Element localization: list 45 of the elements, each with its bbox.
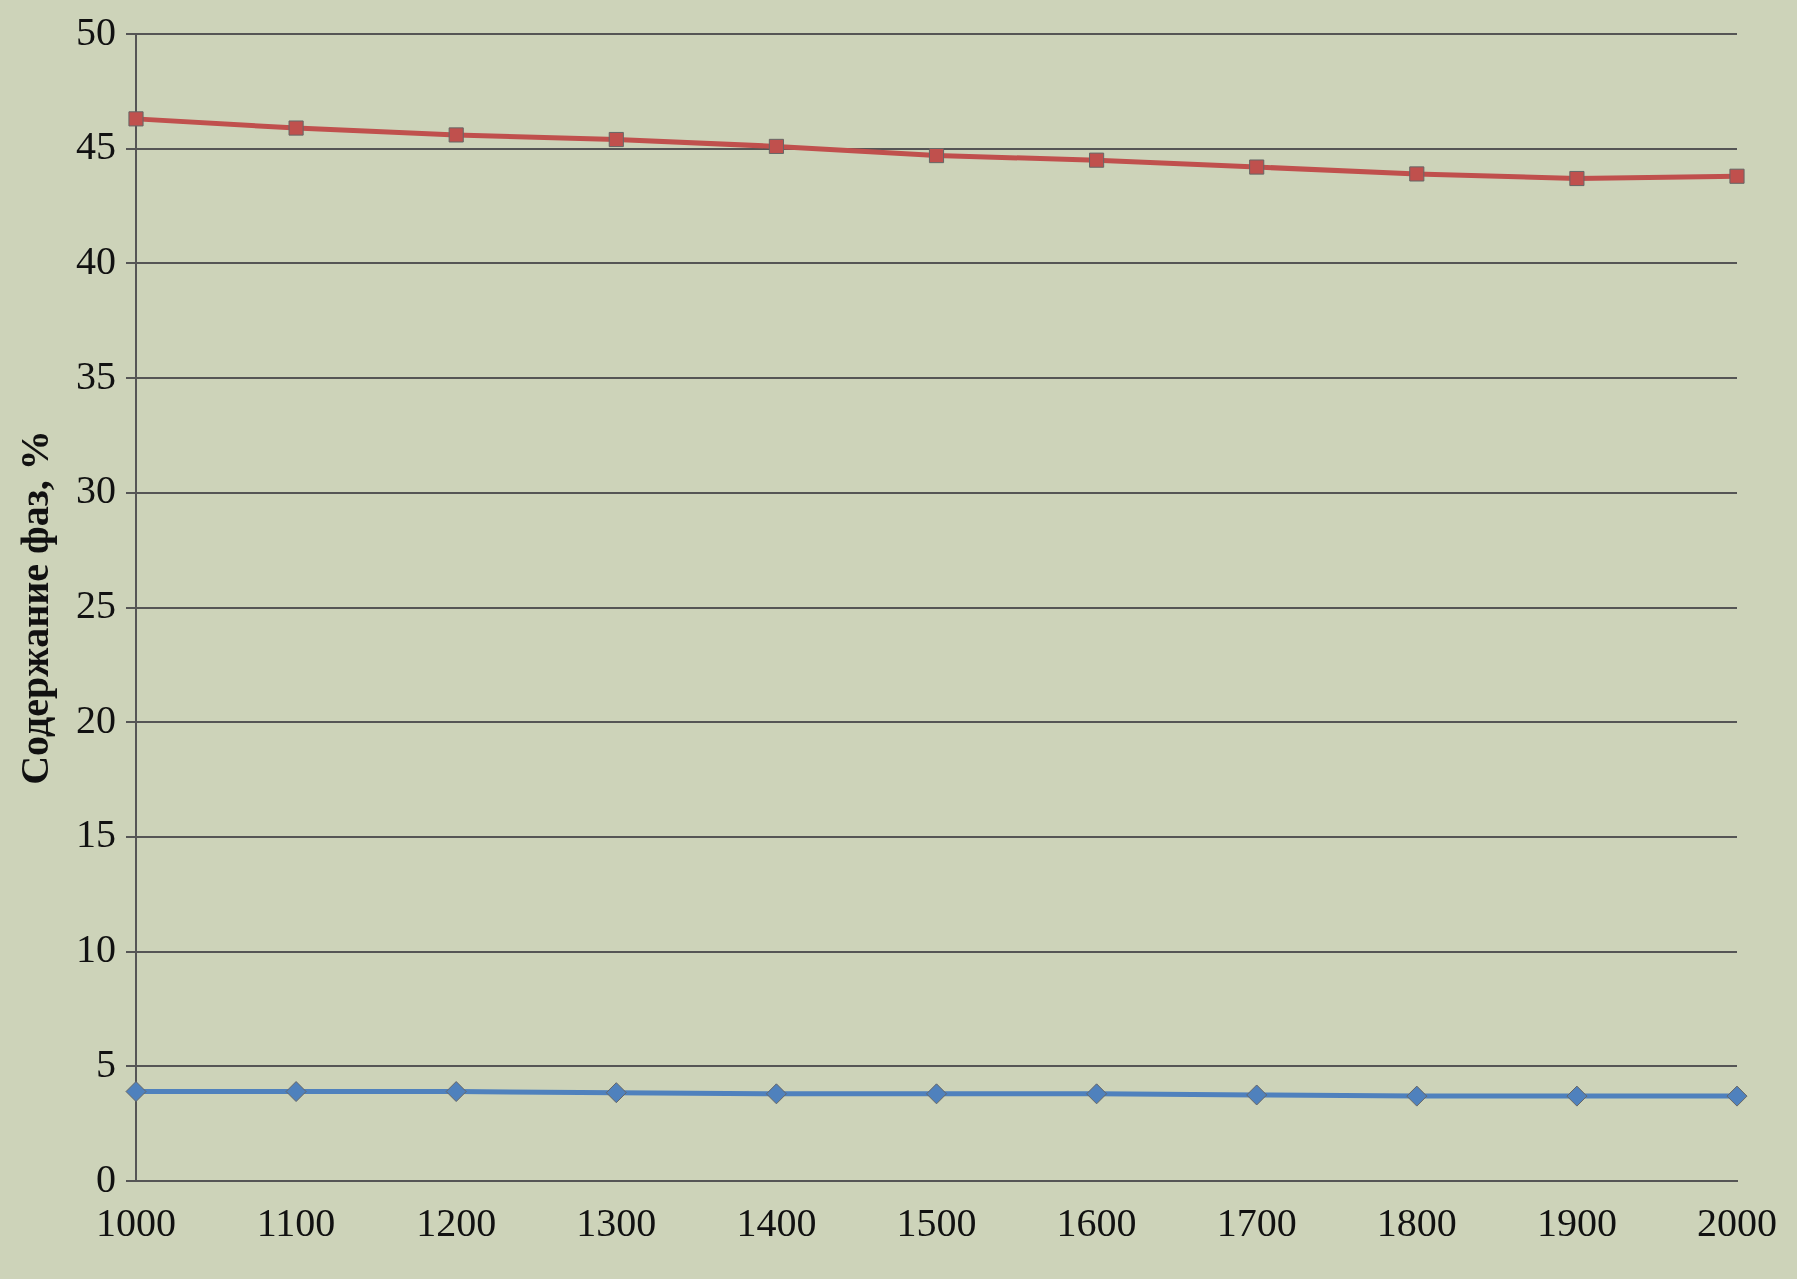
- x-tick-label: 1300: [576, 1199, 657, 1245]
- point: [1726, 1085, 1748, 1107]
- point: [1086, 1083, 1108, 1105]
- y-tick-label: 15: [76, 811, 116, 857]
- x-tick-label: 2000: [1697, 1199, 1777, 1245]
- point: [768, 138, 784, 154]
- y-tick-label: 45: [76, 123, 116, 169]
- point: [1249, 159, 1265, 175]
- y-tick-label: 0: [96, 1155, 116, 1201]
- x-tick-label: 1800: [1376, 1199, 1457, 1245]
- y-tick-label: 40: [76, 237, 116, 283]
- point: [608, 131, 624, 148]
- y-tick-label: 30: [76, 467, 116, 513]
- x-tick-label: 1200: [416, 1199, 497, 1245]
- point: [285, 1081, 307, 1103]
- y-axis-title: Содержание фаз, %: [12, 430, 58, 785]
- point: [1729, 168, 1745, 184]
- point: [288, 120, 304, 136]
- x-tick-label: 1600: [1056, 1199, 1137, 1245]
- x-tick-label: 1700: [1216, 1199, 1297, 1245]
- point: [928, 148, 945, 164]
- x-tick-label: 1100: [256, 1199, 336, 1245]
- y-tick-label: 35: [76, 352, 116, 398]
- x-tick-label: 1900: [1536, 1199, 1617, 1245]
- y-tick-label: 50: [76, 8, 116, 54]
- point: [125, 1081, 147, 1103]
- point: [1089, 152, 1105, 168]
- point: [1569, 170, 1585, 187]
- point: [1246, 1084, 1268, 1106]
- x-tick-label: 1000: [96, 1199, 176, 1245]
- y-tick-label: 5: [96, 1040, 116, 1086]
- point: [1566, 1085, 1588, 1107]
- x-tick-label: 1500: [896, 1199, 977, 1245]
- y-tick-label: 20: [76, 696, 116, 742]
- point: [605, 1082, 627, 1104]
- point: [445, 1081, 467, 1103]
- point: [1409, 166, 1425, 182]
- x-tick-label: 1400: [736, 1199, 817, 1245]
- point: [765, 1083, 787, 1105]
- y-tick-label: 25: [76, 582, 116, 627]
- point: [1406, 1085, 1428, 1107]
- point: [926, 1083, 947, 1105]
- point: [448, 127, 464, 143]
- y-tick-label: 10: [76, 926, 116, 972]
- point: [128, 111, 144, 127]
